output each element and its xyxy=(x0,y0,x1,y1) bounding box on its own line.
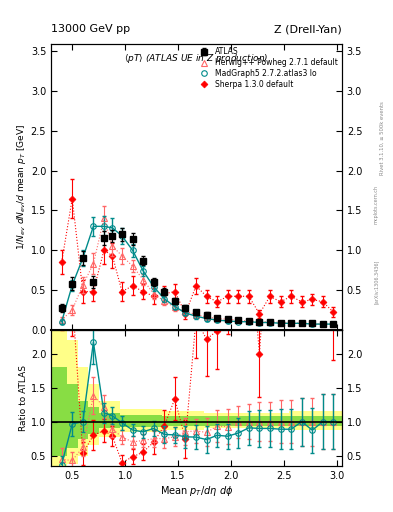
Herwig++ Powheg 2.7.1 default xyxy=(162,298,167,304)
Text: [arXiv:1306.3436]: [arXiv:1306.3436] xyxy=(374,260,379,304)
Herwig++ Powheg 2.7.1 default xyxy=(194,311,198,317)
Herwig++ Powheg 2.7.1 default xyxy=(119,252,124,259)
Herwig++ Powheg 2.7.1 default xyxy=(299,320,304,326)
Sherpa 1.3.0 default xyxy=(215,299,219,305)
Sherpa 1.3.0 default xyxy=(299,299,304,305)
Text: Z (Drell-Yan): Z (Drell-Yan) xyxy=(274,24,342,34)
MadGraph5 2.7.2.atlas3 lo xyxy=(70,282,75,288)
MadGraph5 2.7.2.atlas3 lo xyxy=(130,247,135,253)
Legend: ATLAS, Herwig++ Powheg 2.7.1 default, MadGraph5 2.7.2.atlas3 lo, Sherpa 1.3.0 de: ATLAS, Herwig++ Powheg 2.7.1 default, Ma… xyxy=(194,46,340,91)
MadGraph5 2.7.2.atlas3 lo xyxy=(119,233,124,239)
Y-axis label: Ratio to ATLAS: Ratio to ATLAS xyxy=(19,365,28,431)
Herwig++ Powheg 2.7.1 default xyxy=(331,321,336,327)
Sherpa 1.3.0 default xyxy=(310,296,315,303)
Sherpa 1.3.0 default xyxy=(225,293,230,300)
Herwig++ Powheg 2.7.1 default xyxy=(310,320,315,326)
MadGraph5 2.7.2.atlas3 lo xyxy=(102,223,107,229)
Text: Rivet 3.1.10, ≥ 500k events: Rivet 3.1.10, ≥ 500k events xyxy=(380,101,384,175)
Sherpa 1.3.0 default xyxy=(204,293,209,300)
Herwig++ Powheg 2.7.1 default xyxy=(321,321,325,327)
Sherpa 1.3.0 default xyxy=(59,259,64,265)
Sherpa 1.3.0 default xyxy=(246,293,251,300)
MadGraph5 2.7.2.atlas3 lo xyxy=(246,318,251,325)
MadGraph5 2.7.2.atlas3 lo xyxy=(278,320,283,326)
MadGraph5 2.7.2.atlas3 lo xyxy=(257,319,262,326)
MadGraph5 2.7.2.atlas3 lo xyxy=(236,318,241,325)
Herwig++ Powheg 2.7.1 default xyxy=(225,316,230,323)
MadGraph5 2.7.2.atlas3 lo xyxy=(215,317,219,323)
Text: mcplots.cern.ch: mcplots.cern.ch xyxy=(374,185,379,224)
Herwig++ Powheg 2.7.1 default xyxy=(102,216,107,222)
Herwig++ Powheg 2.7.1 default xyxy=(130,263,135,269)
MadGraph5 2.7.2.atlas3 lo xyxy=(162,295,167,302)
Line: Herwig++ Powheg 2.7.1 default: Herwig++ Powheg 2.7.1 default xyxy=(59,216,336,327)
Sherpa 1.3.0 default xyxy=(70,196,75,202)
Herwig++ Powheg 2.7.1 default xyxy=(70,307,75,313)
Sherpa 1.3.0 default xyxy=(173,288,177,294)
MadGraph5 2.7.2.atlas3 lo xyxy=(225,318,230,324)
Sherpa 1.3.0 default xyxy=(194,283,198,289)
Sherpa 1.3.0 default xyxy=(278,299,283,305)
MadGraph5 2.7.2.atlas3 lo xyxy=(204,315,209,322)
Sherpa 1.3.0 default xyxy=(141,288,145,294)
MadGraph5 2.7.2.atlas3 lo xyxy=(289,320,294,326)
Text: 13000 GeV pp: 13000 GeV pp xyxy=(51,24,130,34)
Y-axis label: $1/N_{ev}\ dN_{ev}/d$ mean $p_T$ [GeV]: $1/N_{ev}\ dN_{ev}/d$ mean $p_T$ [GeV] xyxy=(15,123,28,250)
MadGraph5 2.7.2.atlas3 lo xyxy=(194,313,198,319)
Sherpa 1.3.0 default xyxy=(236,293,241,300)
Sherpa 1.3.0 default xyxy=(331,309,336,315)
Herwig++ Powheg 2.7.1 default xyxy=(215,315,219,322)
MadGraph5 2.7.2.atlas3 lo xyxy=(299,320,304,326)
Sherpa 1.3.0 default xyxy=(130,283,135,289)
Herwig++ Powheg 2.7.1 default xyxy=(110,243,115,249)
MadGraph5 2.7.2.atlas3 lo xyxy=(110,225,115,231)
Line: Sherpa 1.3.0 default: Sherpa 1.3.0 default xyxy=(59,196,336,316)
Herwig++ Powheg 2.7.1 default xyxy=(173,304,177,310)
Sherpa 1.3.0 default xyxy=(257,311,262,317)
MadGraph5 2.7.2.atlas3 lo xyxy=(59,318,64,325)
Sherpa 1.3.0 default xyxy=(81,288,85,294)
Herwig++ Powheg 2.7.1 default xyxy=(204,314,209,320)
Sherpa 1.3.0 default xyxy=(91,288,96,294)
Sherpa 1.3.0 default xyxy=(162,291,167,297)
MadGraph5 2.7.2.atlas3 lo xyxy=(151,284,156,290)
MadGraph5 2.7.2.atlas3 lo xyxy=(173,304,177,310)
Sherpa 1.3.0 default xyxy=(268,293,272,300)
MadGraph5 2.7.2.atlas3 lo xyxy=(310,321,315,327)
MadGraph5 2.7.2.atlas3 lo xyxy=(141,268,145,274)
Herwig++ Powheg 2.7.1 default xyxy=(257,318,262,325)
Text: $\langle pT \rangle$ (ATLAS UE in Z production): $\langle pT \rangle$ (ATLAS UE in Z prod… xyxy=(124,52,269,65)
Herwig++ Powheg 2.7.1 default xyxy=(151,291,156,297)
Sherpa 1.3.0 default xyxy=(151,293,156,300)
MadGraph5 2.7.2.atlas3 lo xyxy=(183,310,188,316)
MadGraph5 2.7.2.atlas3 lo xyxy=(268,319,272,326)
Sherpa 1.3.0 default xyxy=(110,252,115,259)
Herwig++ Powheg 2.7.1 default xyxy=(278,319,283,326)
Sherpa 1.3.0 default xyxy=(321,299,325,305)
X-axis label: Mean $p_T/d\eta\ d\phi$: Mean $p_T/d\eta\ d\phi$ xyxy=(160,483,233,498)
Herwig++ Powheg 2.7.1 default xyxy=(91,261,96,267)
Herwig++ Powheg 2.7.1 default xyxy=(268,318,272,325)
Sherpa 1.3.0 default xyxy=(119,288,124,294)
Sherpa 1.3.0 default xyxy=(183,311,188,317)
Herwig++ Powheg 2.7.1 default xyxy=(81,282,85,288)
Sherpa 1.3.0 default xyxy=(102,247,107,253)
Herwig++ Powheg 2.7.1 default xyxy=(246,318,251,324)
Herwig++ Powheg 2.7.1 default xyxy=(289,319,294,326)
MadGraph5 2.7.2.atlas3 lo xyxy=(331,321,336,327)
Sherpa 1.3.0 default xyxy=(289,293,294,300)
Herwig++ Powheg 2.7.1 default xyxy=(141,276,145,283)
MadGraph5 2.7.2.atlas3 lo xyxy=(321,321,325,327)
Line: MadGraph5 2.7.2.atlas3 lo: MadGraph5 2.7.2.atlas3 lo xyxy=(59,224,336,327)
MadGraph5 2.7.2.atlas3 lo xyxy=(91,223,96,229)
Herwig++ Powheg 2.7.1 default xyxy=(59,317,64,323)
MadGraph5 2.7.2.atlas3 lo xyxy=(81,255,85,261)
Herwig++ Powheg 2.7.1 default xyxy=(183,308,188,314)
Herwig++ Powheg 2.7.1 default xyxy=(236,317,241,323)
